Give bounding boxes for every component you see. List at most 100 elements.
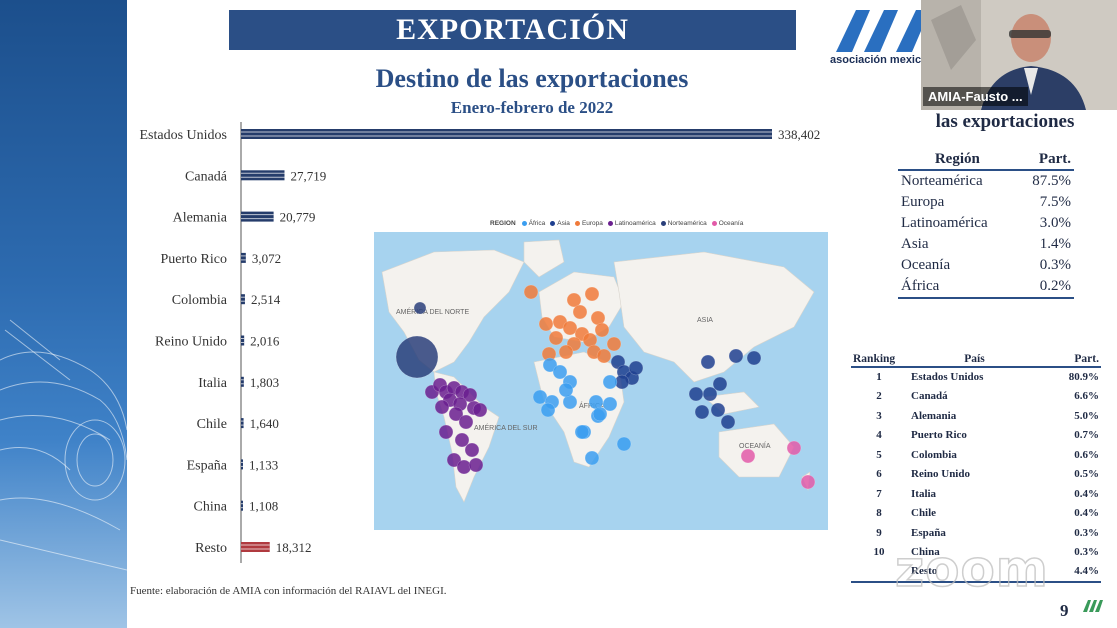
map-bubble-marker (694, 404, 710, 420)
legend-dot-icon (660, 221, 666, 226)
map-bubble-marker (462, 387, 478, 403)
participant-video[interactable]: AMIA-Fausto ... (921, 0, 1117, 110)
map-bubble-marker (395, 335, 439, 379)
value-label: 1,108 (249, 499, 278, 514)
country-name: China (911, 546, 940, 559)
country-name: Colombia (911, 448, 957, 461)
legend-dot-icon (521, 221, 527, 226)
region-share: 0.2% (1016, 276, 1074, 299)
ranking-number: 10 (873, 546, 885, 559)
category-label: España (187, 458, 228, 473)
map-legend-label: Oceanía (718, 220, 744, 227)
country-share: 0.5% (1074, 468, 1099, 481)
country-share: 5.0% (1074, 409, 1099, 422)
bar-fill (241, 459, 243, 470)
region-row: Oceanía 0.3% (898, 255, 1074, 276)
bar (241, 170, 285, 181)
map-bubble-marker (800, 474, 816, 490)
map-legend-label: Europa (581, 220, 603, 227)
country-column-header: País (907, 352, 1043, 368)
bar-fill (241, 335, 245, 346)
country-name: Canadá (911, 390, 948, 403)
map-bubble-marker (592, 406, 608, 422)
ranking-row: 6 Reino Unido 0.5% (851, 465, 1101, 485)
ranking-number: 6 (876, 468, 882, 481)
country-share: 0.4% (1074, 507, 1099, 520)
ranking-row: 1 Estados Unidos 80.9% (851, 367, 1101, 387)
map-legend-label: Norteamérica (667, 220, 707, 227)
country-share: 6.6% (1074, 390, 1099, 403)
logo-text: asociación mexic (830, 54, 922, 66)
region-name: Europa (901, 194, 945, 210)
country-name: Estados Unidos (911, 371, 984, 384)
region-share: 3.0% (1039, 215, 1071, 231)
map-label-oceania: OCEANÍA (739, 441, 771, 450)
region-name: Oceanía (901, 257, 951, 273)
map-bubble-marker (434, 399, 450, 415)
map-bubble-marker (540, 402, 556, 418)
ranking-number: 1 (876, 371, 882, 384)
map-bubble-marker (542, 357, 558, 373)
map-bubble-marker (584, 286, 600, 302)
map-bubble-marker (728, 348, 744, 364)
country-share: 80.9% (1068, 371, 1099, 384)
bar (241, 500, 243, 511)
value-label: 338,402 (778, 127, 820, 142)
region-name: Norteamérica (901, 173, 983, 189)
region-share: 87.5% (1032, 173, 1071, 189)
world-map-svg: AMÉRICA DEL NORTE ASIA ÁFRICA AMÉRICA DE… (381, 239, 816, 503)
ranking-row: 9 España 0.3% (851, 523, 1101, 543)
category-label: China (194, 500, 228, 515)
source-note: Fuente: elaboración de AMIA con informac… (130, 585, 447, 597)
map-bubble-marker (712, 376, 728, 392)
region-row: Asia 1.4% (898, 234, 1074, 255)
region-share-table: Región Part. Norteamérica 87.5% Europa 7.5%… (898, 150, 1074, 299)
share-column-header: Part. (1042, 352, 1101, 368)
region-row: Europa 7.5% (898, 192, 1074, 213)
ranking-number: 2 (876, 390, 882, 403)
map-bubble-marker (552, 364, 568, 380)
ranking-number: 9 (876, 526, 882, 539)
map-bubble-marker (454, 432, 470, 448)
bar-fill (241, 500, 243, 511)
map-bubble-marker (710, 402, 726, 418)
map-label-asia: ASIA (697, 317, 713, 324)
ranking-number (851, 562, 907, 583)
map-bubble-marker (720, 414, 736, 430)
footer-logo-icon (1083, 600, 1103, 612)
ranking-number: 7 (876, 487, 882, 500)
map-bubble-marker (446, 452, 462, 468)
map-legend-item: Norteamérica (660, 220, 707, 227)
country-name: Resto (907, 562, 1043, 583)
map-bubble-marker (746, 350, 762, 366)
bar-fill (241, 542, 270, 552)
category-label: Resto (195, 541, 227, 556)
bar-fill (241, 294, 245, 305)
value-label: 27,719 (290, 168, 326, 183)
value-label: 1,133 (249, 457, 278, 472)
region-table-header: Región Part. (898, 150, 1074, 171)
country-name: España (911, 526, 946, 539)
bar (241, 459, 243, 470)
map-bubble-marker (572, 304, 588, 320)
map-bubble-marker (594, 322, 610, 338)
map-legend-item: Latinoamérica (607, 220, 656, 227)
value-label: 2,016 (250, 334, 280, 349)
map-bubble-marker (558, 382, 574, 398)
amia-logo-icon (836, 10, 930, 52)
country-share: 0.4% (1074, 487, 1099, 500)
decorative-side-panel (0, 0, 127, 628)
country-share: 0.3% (1074, 546, 1099, 559)
country-name: Italia (911, 487, 937, 500)
map-bubble-marker (523, 284, 539, 300)
legend-dot-icon (711, 221, 717, 226)
category-label: Canadá (185, 169, 228, 184)
map-legend-item: África (521, 220, 545, 227)
ranking-number: 4 (876, 429, 882, 442)
map-legend-item: Europa (574, 220, 603, 227)
map-bubble-marker (602, 396, 618, 412)
page-number: 9 (1060, 601, 1069, 620)
value-label: 1,803 (250, 375, 279, 390)
category-label: Reino Unido (155, 335, 227, 350)
chart-title: Destino de las exportaciones (375, 64, 689, 93)
